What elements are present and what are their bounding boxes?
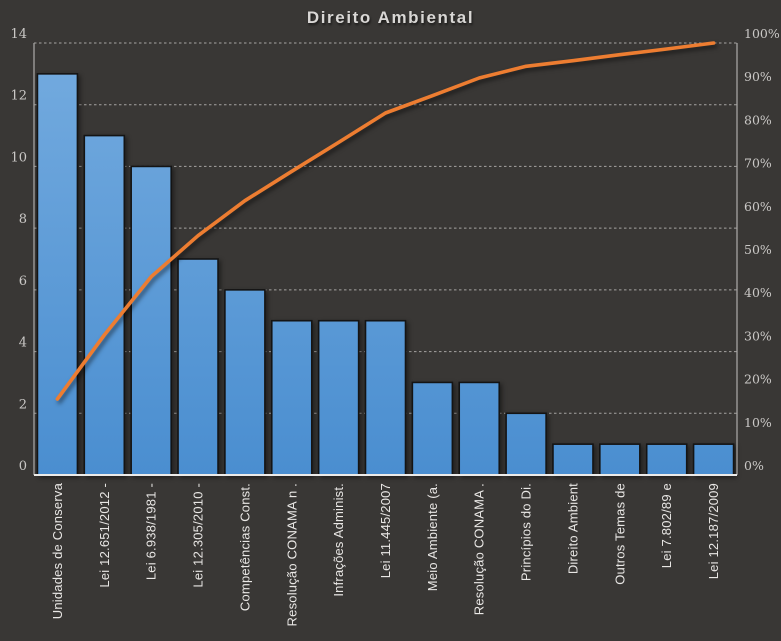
percent-axis-tick-label: 30%: [744, 328, 772, 343]
cumulative-line[interactable]: [55, 41, 716, 401]
x-axis-label: Princípios do Di.: [519, 483, 534, 581]
bar[interactable]: [130, 165, 172, 476]
chart-title: Direito Ambiental: [306, 8, 475, 27]
percent-axis-tick-label: 100%: [744, 26, 780, 41]
x-axis-label: Outros Temas de: [612, 483, 627, 585]
y-axis-tick-label: 12: [10, 89, 27, 104]
bar[interactable]: [36, 73, 79, 476]
x-axis-label: Resolução CONAMA .: [472, 483, 487, 615]
bar[interactable]: [411, 381, 454, 476]
x-axis-label: Infrações Administ.: [331, 483, 346, 597]
y-axis-tick-label: 4: [19, 336, 27, 351]
x-axis-label: Resolução CONAMA n .: [284, 483, 299, 626]
percent-axis-tick-label: 80%: [744, 112, 772, 127]
bar[interactable]: [505, 412, 547, 476]
x-axis-label: Lei 12.187/2009: [706, 483, 721, 579]
percent-axis-tick-label: 20%: [744, 372, 772, 387]
bar[interactable]: [552, 443, 594, 476]
bar[interactable]: [224, 289, 266, 476]
bar[interactable]: [317, 319, 360, 476]
percent-axis-tick-label: 0%: [744, 458, 764, 473]
bar[interactable]: [692, 443, 735, 476]
bar[interactable]: [177, 258, 219, 476]
y-axis-tick-label: 8: [19, 212, 27, 227]
y-axis-tick-label: 6: [19, 274, 27, 289]
percent-axis-tick-label: 90%: [744, 69, 772, 84]
x-axis-label: Lei 6.938/1981 -: [144, 483, 159, 580]
y-axis-tick-label: 10: [10, 150, 27, 165]
percent-axis-tick-label: 70%: [744, 156, 772, 171]
x-axis-label: Meio Ambiente (a.: [425, 483, 440, 591]
y-axis-tick-label: 14: [10, 27, 27, 42]
y-axis-tick-label: 2: [19, 397, 27, 412]
bar[interactable]: [364, 319, 407, 476]
x-axis-label: Lei 11.445/2007: [378, 483, 393, 578]
percent-axis-tick-label: 40%: [744, 285, 772, 300]
x-axis-label: Lei 12.651/2012 -: [97, 483, 112, 588]
bar[interactable]: [599, 443, 641, 476]
x-axis-label: Direito Ambient: [565, 483, 580, 574]
percent-axis-tick-label: 50%: [744, 242, 772, 257]
x-axis-label: Lei 7.802/89 e: [659, 483, 674, 568]
x-axis-label: Unidades de Conserva: [50, 482, 65, 619]
bar[interactable]: [83, 134, 126, 476]
x-axis-label: Lei 12.305/2010 -: [191, 483, 206, 588]
bar[interactable]: [458, 381, 501, 476]
percent-axis-tick-label: 60%: [744, 199, 772, 214]
percent-axis-tick-label: 10%: [744, 415, 772, 430]
bar[interactable]: [645, 443, 688, 476]
x-axis-label: Competências Const.: [237, 483, 252, 611]
bar[interactable]: [270, 319, 313, 476]
y-axis-tick-label: 0: [19, 459, 27, 474]
